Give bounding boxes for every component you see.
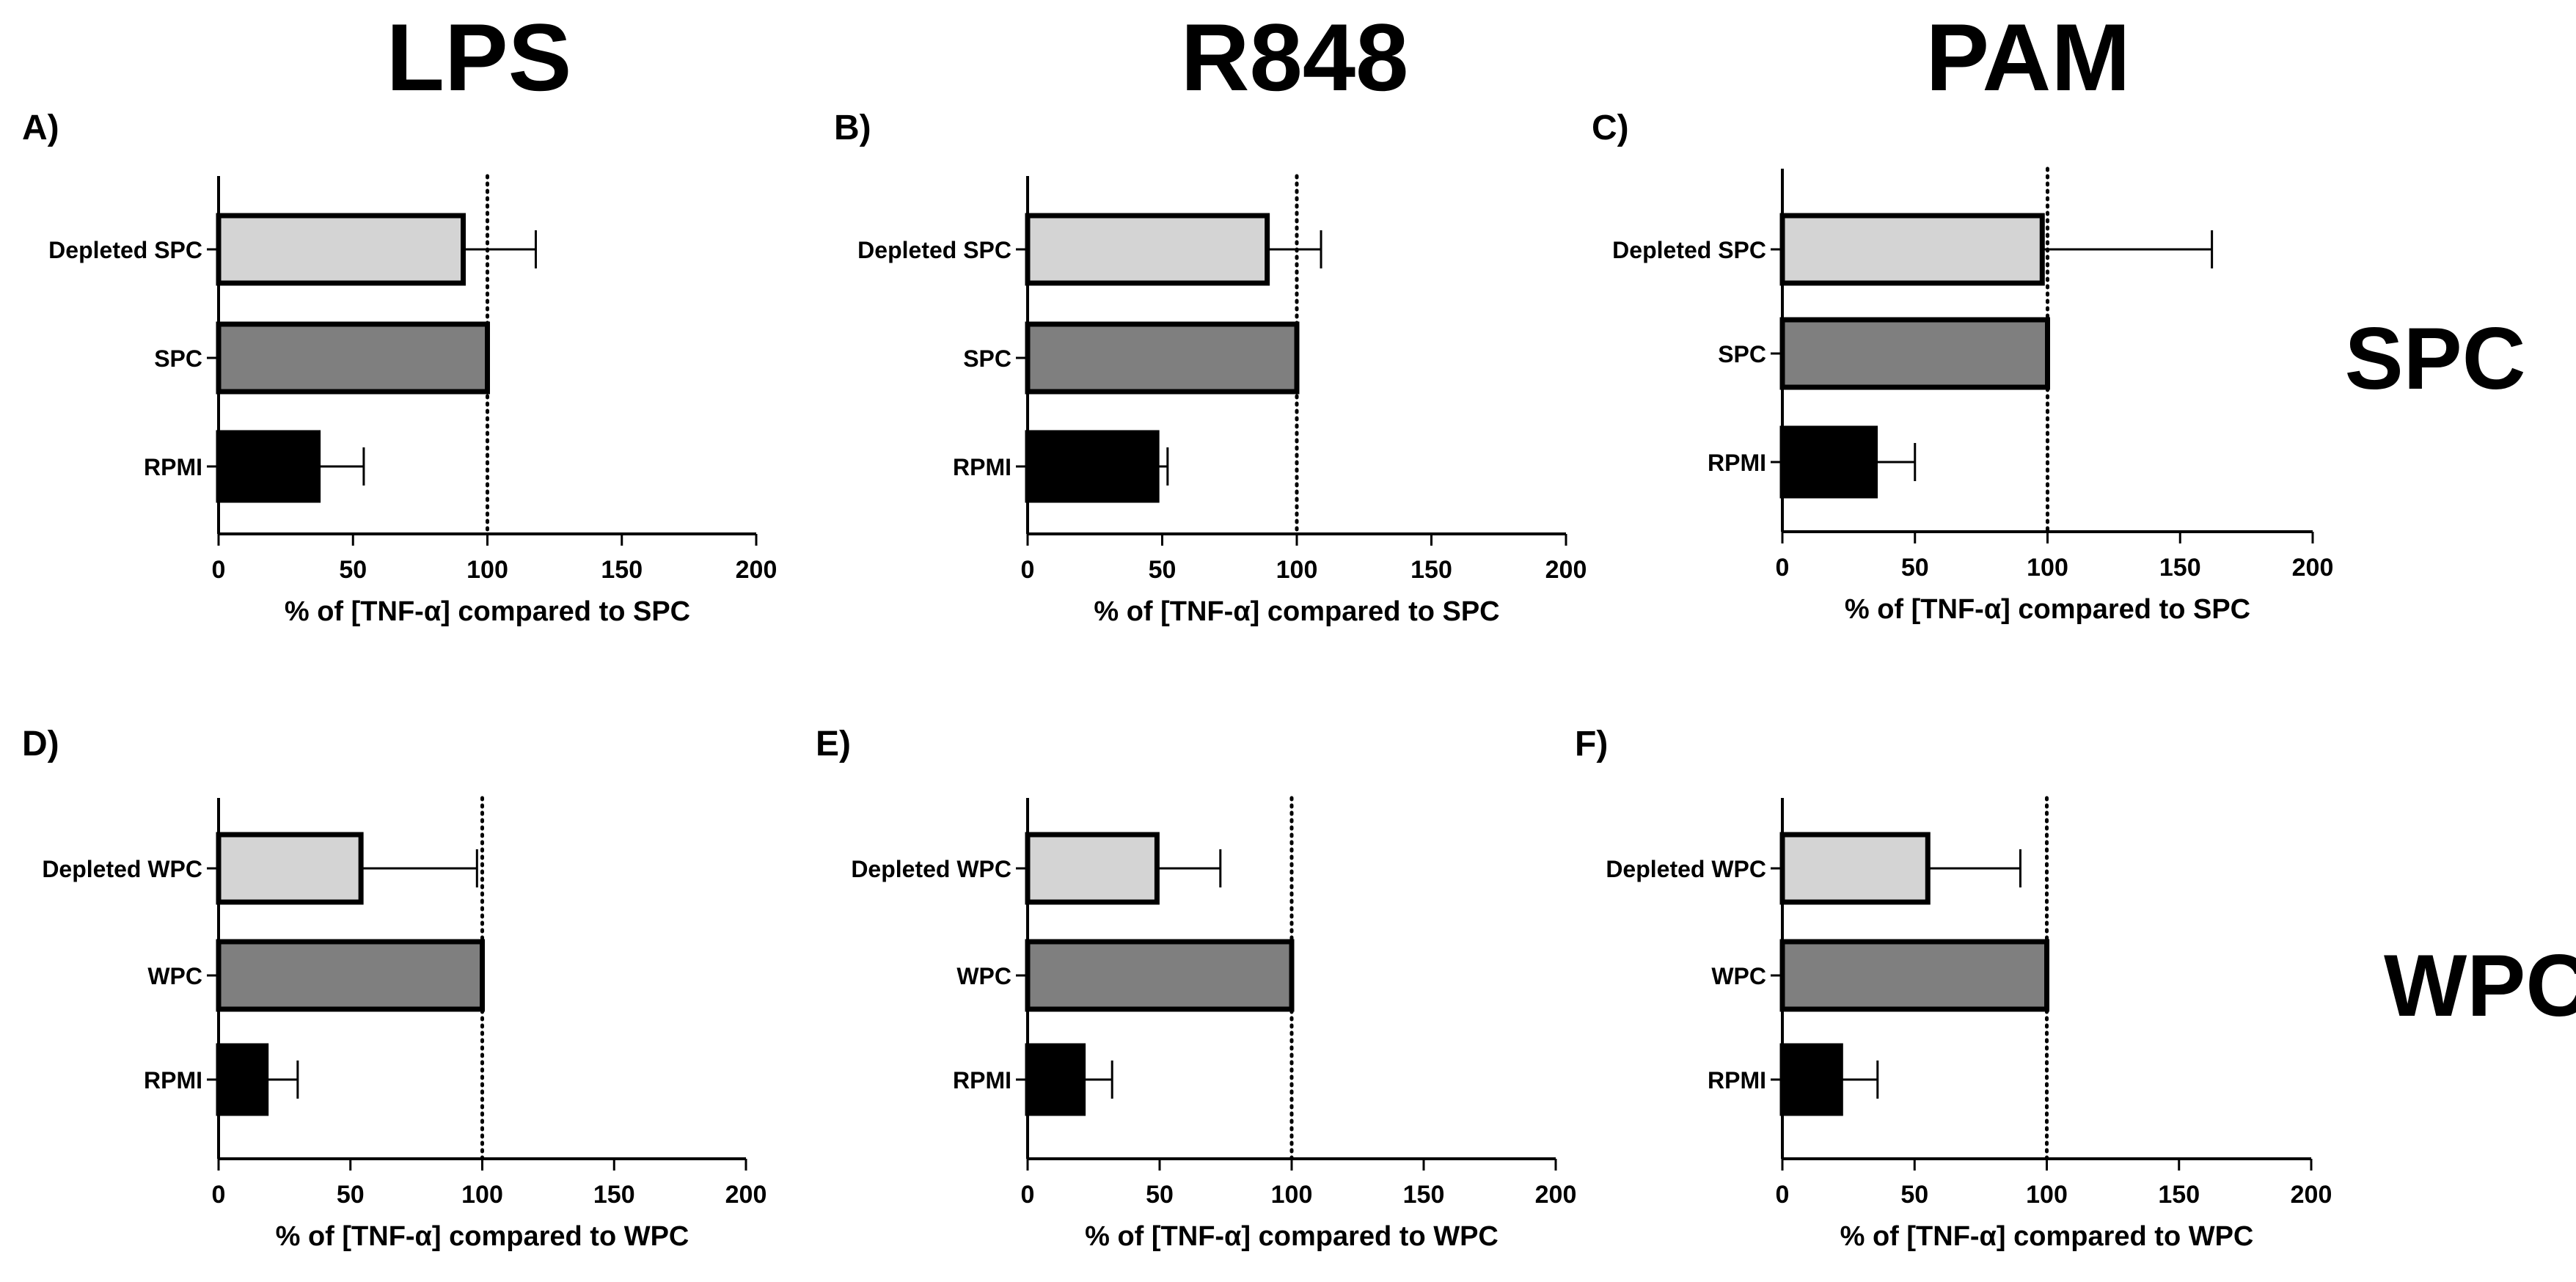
x-tick-label: 0	[212, 556, 226, 584]
x-tick-label: 150	[601, 556, 643, 584]
category-label: Depleted WPC	[1606, 856, 1766, 882]
bar	[1025, 1043, 1086, 1116]
x-tick-label: 50	[1146, 1181, 1174, 1209]
x-tick-label: 100	[2026, 1181, 2068, 1209]
x-tick-label: 100	[1276, 556, 1318, 584]
x-tick-label: 100	[2027, 554, 2068, 582]
panel-label: E)	[816, 725, 851, 763]
chart-panel-4: D) Depleted WPC WPC RPMI 0 50 100 150 200 % of [T…	[22, 725, 766, 1252]
bar	[216, 321, 490, 395]
category-label: SPC	[963, 345, 1011, 372]
x-tick-label: 50	[1901, 554, 1929, 582]
bar	[216, 430, 321, 503]
panel-label: B)	[834, 109, 871, 147]
x-tick-label: 150	[2159, 554, 2201, 582]
category-label: Depleted SPC	[1612, 237, 1766, 263]
category-label: RPMI	[1708, 450, 1766, 476]
x-tick-label: 100	[461, 1181, 503, 1209]
category-label: SPC	[154, 345, 202, 372]
x-tick-label: 50	[339, 556, 367, 584]
panel-label: A)	[22, 109, 59, 147]
x-tick-label: 200	[1535, 1181, 1577, 1209]
x-tick-label: 0	[1776, 554, 1790, 582]
panel-label: F)	[1575, 725, 1608, 763]
category-label: RPMI	[144, 454, 202, 480]
chart-panel-6: F) Depleted WPC WPC RPMI 0 50 100 150 200 % of [T…	[1575, 725, 2332, 1252]
x-tick-label: 100	[466, 556, 508, 584]
x-tick-label: 150	[593, 1181, 635, 1209]
bar	[1025, 321, 1300, 395]
category-label: Depleted SPC	[857, 237, 1011, 263]
category-label: Depleted SPC	[48, 237, 202, 263]
x-axis-title: % of [TNF-α] compared to SPC	[285, 596, 690, 627]
bar	[1779, 1043, 1843, 1116]
x-tick-label: 50	[337, 1181, 365, 1209]
x-tick-label: 200	[725, 1181, 767, 1209]
category-label: RPMI	[144, 1067, 202, 1094]
panel-label: C)	[1592, 109, 1629, 147]
x-tick-label: 50	[1149, 556, 1177, 584]
bar	[1779, 213, 2045, 286]
bar	[1779, 317, 2050, 390]
bar	[216, 832, 364, 905]
x-tick-label: 100	[1271, 1181, 1313, 1209]
column-title-r848: R848	[1181, 4, 1409, 111]
bar	[216, 1043, 269, 1116]
bar	[1025, 832, 1160, 905]
x-tick-label: 0	[212, 1181, 226, 1209]
category-label: WPC	[147, 963, 202, 989]
x-tick-label: 0	[1021, 1181, 1035, 1209]
category-label: SPC	[1718, 341, 1766, 367]
category-label: RPMI	[1708, 1067, 1766, 1094]
bar	[1779, 425, 1878, 499]
bar	[1025, 213, 1270, 286]
x-axis-title: % of [TNF-α] compared to WPC	[276, 1221, 689, 1252]
column-title-lps: LPS	[387, 4, 572, 111]
category-label: WPC	[1711, 963, 1766, 989]
bar	[216, 939, 485, 1012]
category-label: Depleted WPC	[42, 856, 202, 882]
chart-panel-2: B) Depleted SPC SPC RPMI 0 50 100 150 200 % of [T…	[834, 109, 1587, 627]
bar	[1779, 832, 1931, 905]
row-title-spc: SPC	[2345, 309, 2526, 408]
bar	[216, 213, 466, 286]
row-title-wpc: WPC	[2384, 937, 2576, 1035]
x-axis-title: % of [TNF-α] compared to SPC	[1845, 594, 2250, 625]
x-tick-label: 200	[736, 556, 777, 584]
category-label: WPC	[956, 963, 1011, 989]
bar	[1025, 430, 1160, 503]
x-tick-label: 150	[2158, 1181, 2200, 1209]
x-tick-label: 150	[1403, 1181, 1445, 1209]
x-tick-label: 50	[1900, 1181, 1928, 1209]
category-label: RPMI	[953, 1067, 1011, 1094]
panel-label: D)	[22, 725, 59, 763]
bar	[1779, 939, 2049, 1012]
category-label: RPMI	[953, 454, 1011, 480]
category-label: Depleted WPC	[851, 856, 1011, 882]
x-tick-label: 200	[2292, 554, 2334, 582]
x-axis-title: % of [TNF-α] compared to WPC	[1840, 1221, 2254, 1252]
chart-panel-1: A) Depleted SPC SPC RPMI 0 50 100 150 200 % of [T…	[22, 109, 777, 627]
bar	[1025, 939, 1295, 1012]
chart-panel-5: E) Depleted WPC WPC RPMI 0 50 100 150 200 % of [T…	[816, 725, 1576, 1252]
x-axis-title: % of [TNF-α] compared to SPC	[1094, 596, 1499, 627]
x-axis-title: % of [TNF-α] compared to WPC	[1085, 1221, 1499, 1252]
x-tick-label: 0	[1776, 1181, 1790, 1209]
x-tick-label: 200	[1545, 556, 1587, 584]
column-title-pam: PAM	[1925, 4, 2130, 111]
chart-panel-3: C) Depleted SPC SPC RPMI 0 50 100 150 200 % of [T…	[1592, 109, 2333, 625]
x-tick-label: 200	[2291, 1181, 2332, 1209]
x-tick-label: 0	[1021, 556, 1035, 584]
x-tick-label: 150	[1410, 556, 1452, 584]
